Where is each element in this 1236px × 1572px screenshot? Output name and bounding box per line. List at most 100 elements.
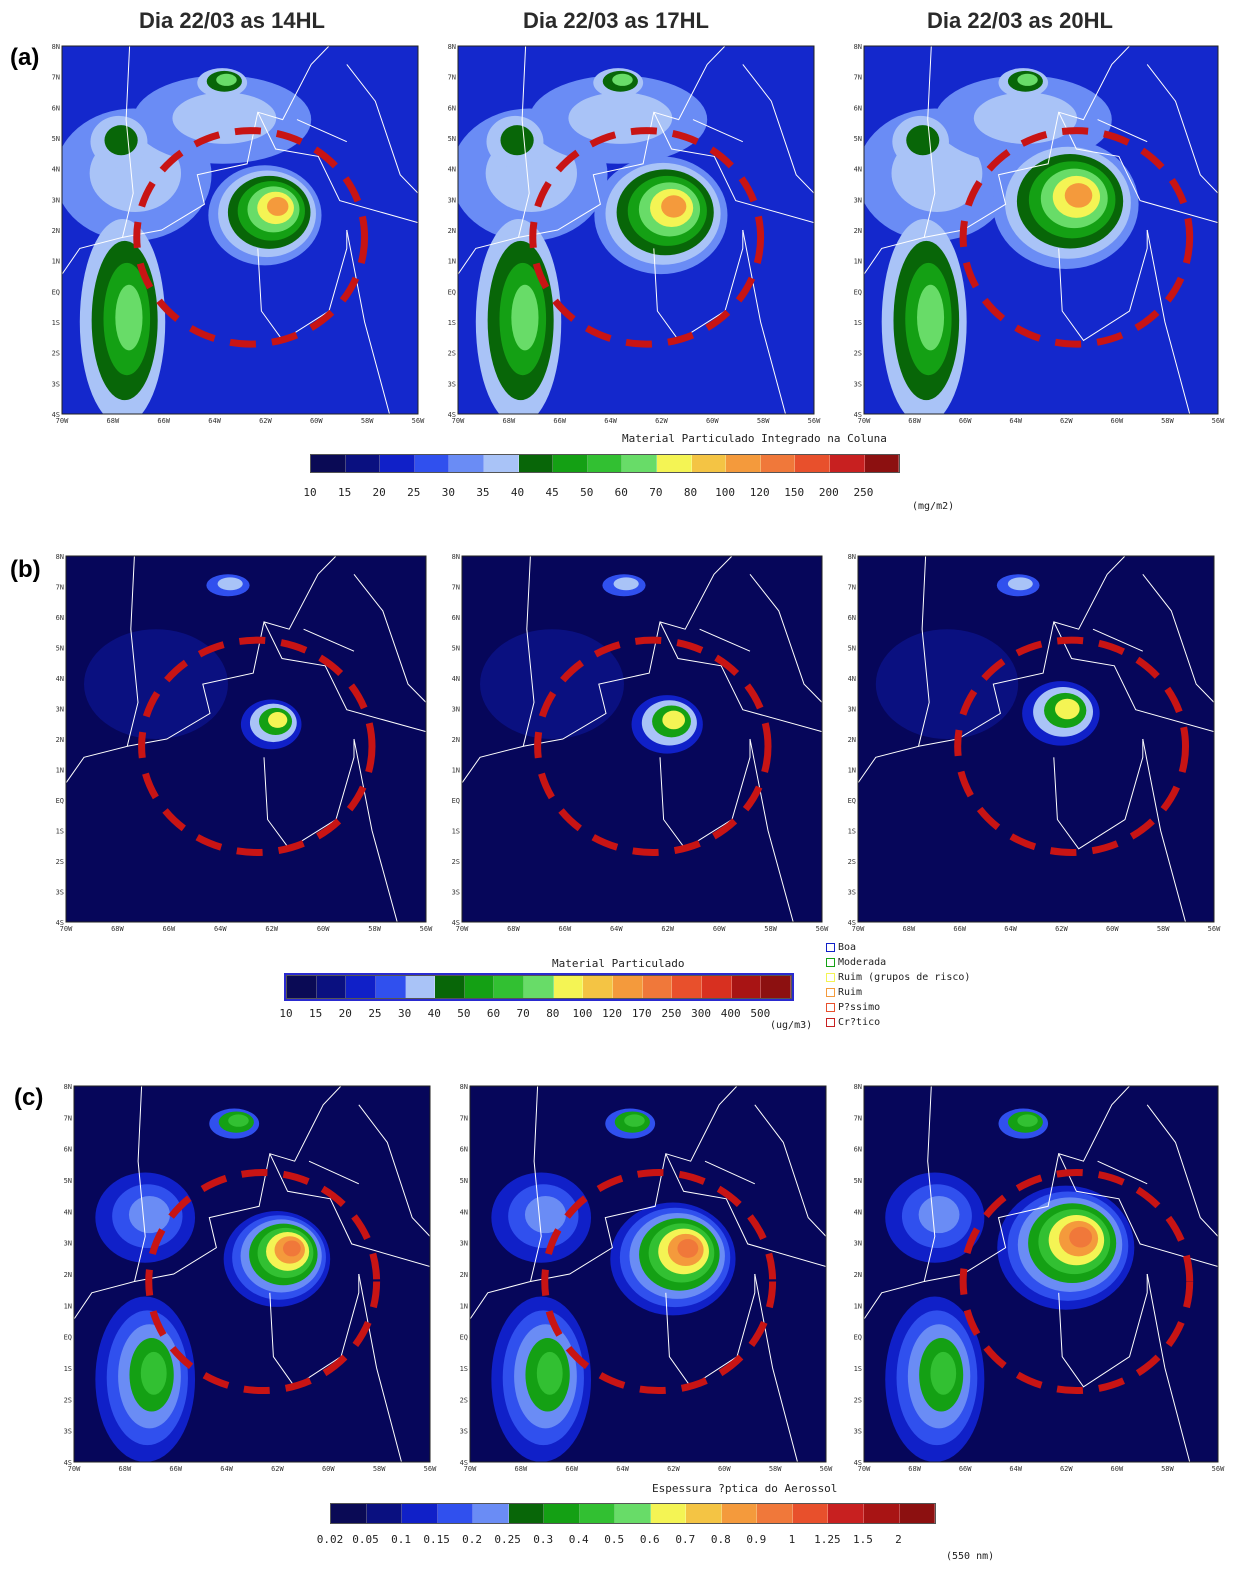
country-border [659, 739, 751, 850]
colorbar-swatch [701, 976, 732, 998]
colorbar-swatch [583, 976, 614, 998]
lon-tick-label: 60W [1106, 925, 1119, 933]
colorbar-swatch [366, 1504, 403, 1523]
legend-label: Ruim [838, 987, 863, 998]
concentration-contour [624, 1114, 645, 1127]
country-border [1097, 1160, 1148, 1185]
lat-tick-label: 1N [52, 258, 60, 266]
lon-tick-label: 64W [616, 1465, 629, 1473]
concentration-contour [875, 629, 1019, 739]
concentration-contour [104, 125, 138, 156]
country-border [1146, 1273, 1191, 1462]
lat-tick-label: 4N [848, 675, 856, 683]
lon-tick-label: 68W [107, 417, 120, 425]
lat-tick-label: 2S [448, 350, 456, 358]
lon-tick-label: 66W [953, 925, 966, 933]
country-border [308, 1160, 360, 1185]
lat-tick-label: 6N [452, 614, 460, 622]
map-panel-c-1: 8N 7N 6N 5N 4N 3N 2N 1N EQ 1S 2S 3S 4S 70W 68W 66W 64W 62… [58, 1082, 438, 1478]
lat-tick-label: 1S [448, 319, 456, 327]
country-border [257, 230, 348, 342]
colorbar-c [330, 1503, 936, 1524]
colorbar-swatch [553, 455, 588, 472]
legend-item: Moderada [826, 955, 970, 970]
country-border [1146, 64, 1218, 194]
lat-tick-label: 4S [460, 1459, 468, 1467]
lat-tick-label: 3S [64, 1428, 72, 1436]
colorbar-swatch [544, 1504, 580, 1523]
colorbar-swatch [760, 455, 796, 472]
lat-tick-label: 3S [854, 380, 862, 388]
colorbar-tick-label: 0.2 [462, 1533, 483, 1546]
lat-tick-label: 7N [848, 584, 856, 592]
lon-tick-label: 60W [1111, 417, 1124, 425]
lat-tick-label: 2S [452, 858, 460, 866]
column-title-1: Dia 22/03 as 14HL [139, 8, 325, 33]
country-border [1146, 1104, 1218, 1237]
lat-tick-label: 3N [56, 706, 64, 714]
lat-tick-label: 7N [56, 584, 64, 592]
lat-tick-label: 1N [56, 767, 64, 775]
legend-swatch [826, 1003, 835, 1012]
lat-tick-label: 2N [52, 227, 60, 235]
colorbar-tick-label: 70 [649, 486, 663, 499]
legend-item: Cr?tico [826, 1015, 970, 1030]
country-border [134, 1086, 342, 1282]
lat-tick-label: 3N [854, 196, 862, 204]
colorbar-tick-label: 1 [788, 1533, 796, 1546]
map-panel-c-3: 8N 7N 6N 5N 4N 3N 2N 1N EQ 1S 2S 3S 4S 70W 68W 66W 64W 62… [848, 1082, 1226, 1478]
lon-tick-label: 60W [317, 925, 330, 933]
lon-tick-label: 62W [265, 925, 278, 933]
lat-tick-label: 2N [56, 736, 64, 744]
lon-tick-label: 62W [1060, 1465, 1073, 1473]
lat-tick-label: 2N [848, 736, 856, 744]
concentration-contour [115, 284, 143, 351]
map-background [858, 556, 1214, 922]
lon-tick-label: 58W [1161, 1465, 1174, 1473]
colorbar-swatch [642, 976, 673, 998]
lon-tick-label: 58W [757, 417, 770, 425]
colorbar-swatch [613, 976, 643, 998]
colorbar-swatch [346, 976, 376, 998]
country-border [523, 556, 733, 747]
lon-tick-label: 62W [655, 417, 668, 425]
country-border [754, 1273, 798, 1462]
country-border [269, 1274, 360, 1388]
colorbar-swatch [672, 976, 702, 998]
colorbar-swatch [405, 976, 436, 998]
colorbar-unit-c: (550 nm) [946, 1551, 995, 1562]
map-panel-a-3: 8N 7N 6N 5N 4N 3N 2N 1N EQ 1S 2S 3S 4S 70W 68W 66W 64W 62… [848, 42, 1226, 430]
colorbar-tick-label: 35 [476, 486, 490, 499]
lat-tick-label: 1N [848, 767, 856, 775]
concentration-contour [613, 577, 639, 591]
lat-tick-label: 3S [448, 380, 456, 388]
colorbar-swatch [691, 455, 727, 472]
concentration-contour [906, 125, 940, 156]
lat-tick-label: 3S [52, 380, 60, 388]
colorbar-tick-label: 0.6 [639, 1533, 660, 1546]
highlight-circle [534, 636, 772, 856]
lon-tick-label: 62W [667, 1465, 680, 1473]
lat-tick-label: 5N [56, 645, 64, 653]
lat-tick-label: 4N [854, 166, 862, 174]
lon-tick-label: 68W [111, 925, 124, 933]
lon-tick-label: 68W [119, 1465, 132, 1473]
colorbar-tick-label: 300 [691, 1007, 711, 1020]
lon-tick-label: 70W [452, 417, 465, 425]
country-border [692, 119, 744, 143]
colorbar-swatch [473, 1504, 509, 1523]
lon-tick-label: 62W [259, 417, 272, 425]
country-border [1058, 1153, 1218, 1267]
colorbar-tick-label: 30 [441, 486, 455, 499]
lon-tick-label: 64W [604, 417, 617, 425]
lat-tick-label: 4N [452, 675, 460, 683]
colorbar-tick-label: 500 [750, 1007, 771, 1020]
colorbar-swatch [829, 455, 865, 472]
country-border [742, 229, 786, 414]
colorbar-tick-label: 70 [516, 1007, 530, 1020]
lon-tick-label: 66W [169, 1465, 182, 1473]
lat-tick-label: 1S [452, 828, 460, 836]
country-border [1142, 573, 1214, 703]
